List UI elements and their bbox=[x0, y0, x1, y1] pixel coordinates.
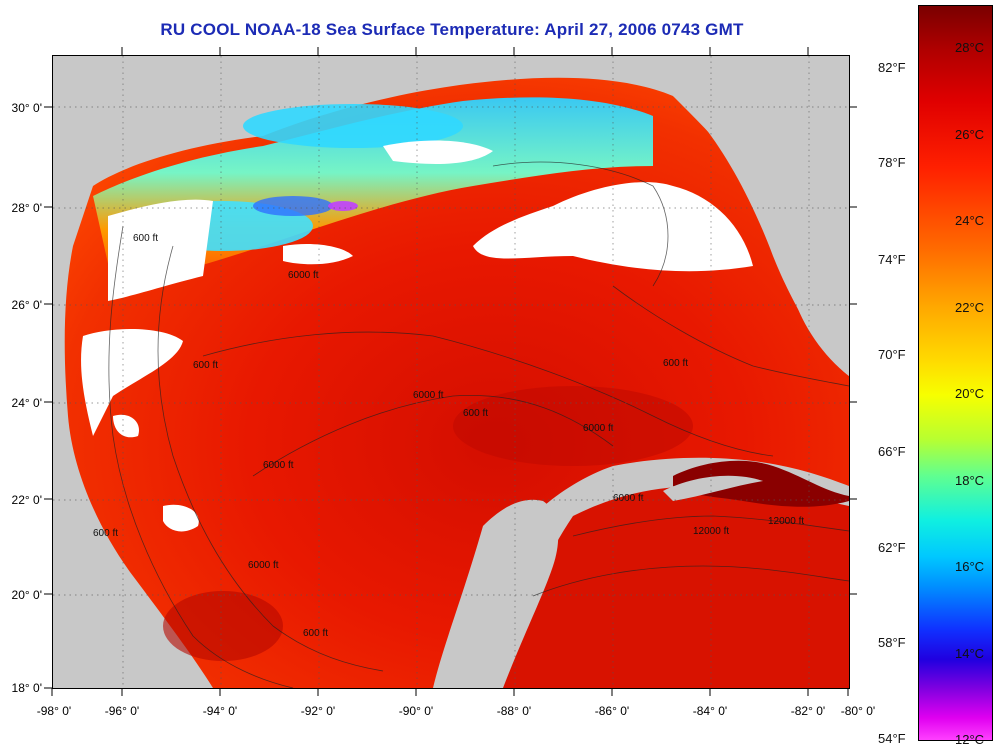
celsius-label: 14°C bbox=[955, 646, 985, 661]
fahrenheit-label: 66°F bbox=[878, 444, 906, 459]
fahrenheit-label: 70°F bbox=[878, 347, 906, 362]
celsius-label: 16°C bbox=[955, 559, 985, 574]
lat-label: 28° 0' bbox=[12, 201, 42, 215]
cloud-region bbox=[81, 329, 183, 436]
contour-label: 6000 ft bbox=[583, 423, 614, 434]
lat-label: 18° 0' bbox=[12, 681, 42, 695]
celsius-label: 12°C bbox=[955, 732, 985, 747]
lon-label: -92° 0' bbox=[301, 704, 335, 718]
cloud-region bbox=[163, 504, 199, 532]
cyan-patch bbox=[243, 104, 463, 148]
lon-label: -84° 0' bbox=[693, 704, 727, 718]
lat-label: 26° 0' bbox=[12, 298, 42, 312]
map-axes: 30° 0' 28° 0' 26° 0' 24° 0' 22° 0' 20° 0… bbox=[12, 47, 875, 718]
contour-label: 12000 ft bbox=[768, 516, 804, 527]
fahrenheit-label: 58°F bbox=[878, 635, 906, 650]
cloud-region bbox=[113, 414, 139, 438]
fahrenheit-label: 82°F bbox=[878, 60, 906, 75]
celsius-label: 22°C bbox=[955, 300, 985, 315]
contour-label: 6000 ft bbox=[288, 270, 319, 281]
contour-label: 600 ft bbox=[663, 358, 688, 369]
celsius-label: 28°C bbox=[955, 40, 985, 55]
contour-labels: 600 ft 6000 ft 600 ft 6000 ft 600 ft 600… bbox=[93, 233, 804, 639]
cuba-land bbox=[673, 460, 849, 507]
contour-label: 600 ft bbox=[193, 360, 218, 371]
celsius-label: 24°C bbox=[955, 213, 985, 228]
lat-label: 24° 0' bbox=[12, 396, 42, 410]
contour-label: 6000 ft bbox=[263, 460, 294, 471]
fahrenheit-label: 62°F bbox=[878, 540, 906, 555]
celsius-label: 18°C bbox=[955, 473, 985, 488]
lon-label: -88° 0' bbox=[497, 704, 531, 718]
celsius-label: 20°C bbox=[955, 386, 985, 401]
blue-patch bbox=[253, 196, 333, 216]
fahrenheit-label: 78°F bbox=[878, 155, 906, 170]
cuba-gray bbox=[663, 475, 763, 501]
map-title: RU COOL NOAA-18 Sea Surface Temperature:… bbox=[160, 20, 744, 39]
bathymetry-contours bbox=[108, 161, 849, 688]
celsius-label: 26°C bbox=[955, 127, 985, 142]
temperature-colorbar bbox=[918, 5, 993, 741]
contour-label: 600 ft bbox=[303, 628, 328, 639]
contour-label: 600 ft bbox=[463, 408, 488, 419]
lon-label: -98° 0' bbox=[37, 704, 71, 718]
fahrenheit-label: 54°F bbox=[878, 731, 906, 746]
fahrenheit-label: 74°F bbox=[878, 252, 906, 267]
contour-label: 600 ft bbox=[93, 528, 118, 539]
lon-label: -82° 0' bbox=[791, 704, 825, 718]
contour-label: 600 ft bbox=[133, 233, 158, 244]
contour-label: 12000 ft bbox=[693, 526, 729, 537]
contour-label: 6000 ft bbox=[413, 390, 444, 401]
graticule bbox=[53, 56, 849, 688]
warm-core bbox=[163, 591, 283, 661]
yucatan-land bbox=[433, 499, 559, 688]
sst-map-canvas: 600 ft 6000 ft 600 ft 6000 ft 600 ft 600… bbox=[53, 56, 849, 688]
contour-label: 6000 ft bbox=[613, 493, 644, 504]
sst-map[interactable]: 600 ft 6000 ft 600 ft 6000 ft 600 ft 600… bbox=[52, 55, 850, 689]
florida-land bbox=[673, 81, 849, 376]
cloud-region bbox=[383, 140, 493, 164]
lon-label: -90° 0' bbox=[399, 704, 433, 718]
lat-label: 22° 0' bbox=[12, 493, 42, 507]
lon-label: -94° 0' bbox=[203, 704, 237, 718]
lon-label: -96° 0' bbox=[105, 704, 139, 718]
cloud-region bbox=[108, 199, 213, 301]
lat-label: 20° 0' bbox=[12, 588, 42, 602]
lat-label: 30° 0' bbox=[12, 101, 42, 115]
cloud-region bbox=[283, 244, 353, 265]
magenta-patch bbox=[328, 201, 358, 211]
lon-label: -86° 0' bbox=[595, 704, 629, 718]
contour-label: 6000 ft bbox=[248, 560, 279, 571]
lon-label: -80° 0' bbox=[841, 704, 875, 718]
caribbean-sea bbox=[493, 486, 849, 688]
